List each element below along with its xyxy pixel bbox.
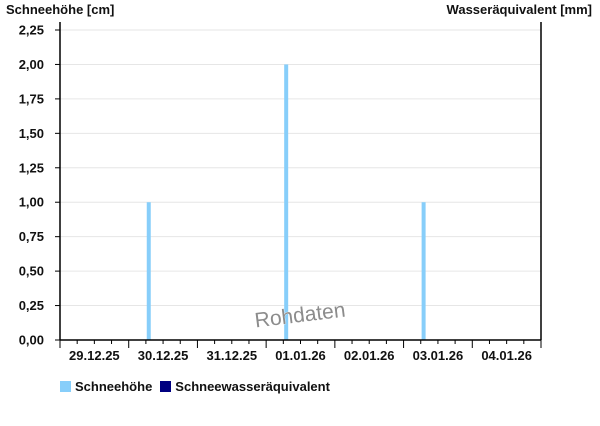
x-tick-label: 29.12.25 <box>69 348 120 363</box>
x-tick-label: 02.01.26 <box>344 348 395 363</box>
legend-swatch-schneehoehe <box>60 381 71 392</box>
legend-item-schneehoehe[interactable]: Schneehöhe <box>60 379 152 394</box>
legend-label: Schneewasseräquivalent <box>175 379 330 394</box>
left-axis-title: Schneehöhe [cm] <box>6 2 115 17</box>
y-tick-label: 0,25 <box>19 298 44 313</box>
legend-label: Schneehöhe <box>75 379 153 394</box>
watermark: Rohdaten <box>253 299 346 333</box>
bar-schneehoehe <box>146 202 151 340</box>
x-tick-label: 03.01.26 <box>413 348 464 363</box>
y-tick-label: 1,50 <box>19 126 44 141</box>
y-tick-label: 0,75 <box>19 229 44 244</box>
legend-swatch-schneewasseraequivalent <box>160 381 172 392</box>
x-tick-label: 31.12.25 <box>206 348 257 363</box>
x-tick-label: 04.01.26 <box>481 348 532 363</box>
right-axis-title: Wasseräquivalent [mm] <box>446 2 592 17</box>
x-tick-label: 30.12.25 <box>138 348 189 363</box>
y-tick-label: 1,75 <box>19 91 44 106</box>
legend-item-schneewasseraequivalent[interactable]: Schneewasseräquivalent <box>160 379 330 394</box>
legend: Schneehöhe Schneewasseräquivalent <box>60 379 338 394</box>
bar-schneehoehe <box>421 202 426 340</box>
bar-schneehoehe <box>284 64 289 340</box>
y-tick-label: 0,00 <box>19 333 44 348</box>
y-tick-label: 1,25 <box>19 160 44 175</box>
y-tick-label: 1,00 <box>19 195 44 210</box>
y-tick-label: 2,25 <box>19 23 44 38</box>
x-tick-label: 01.01.26 <box>275 348 326 363</box>
y-tick-label: 0,50 <box>19 264 44 279</box>
y-tick-label: 2,00 <box>19 57 44 72</box>
